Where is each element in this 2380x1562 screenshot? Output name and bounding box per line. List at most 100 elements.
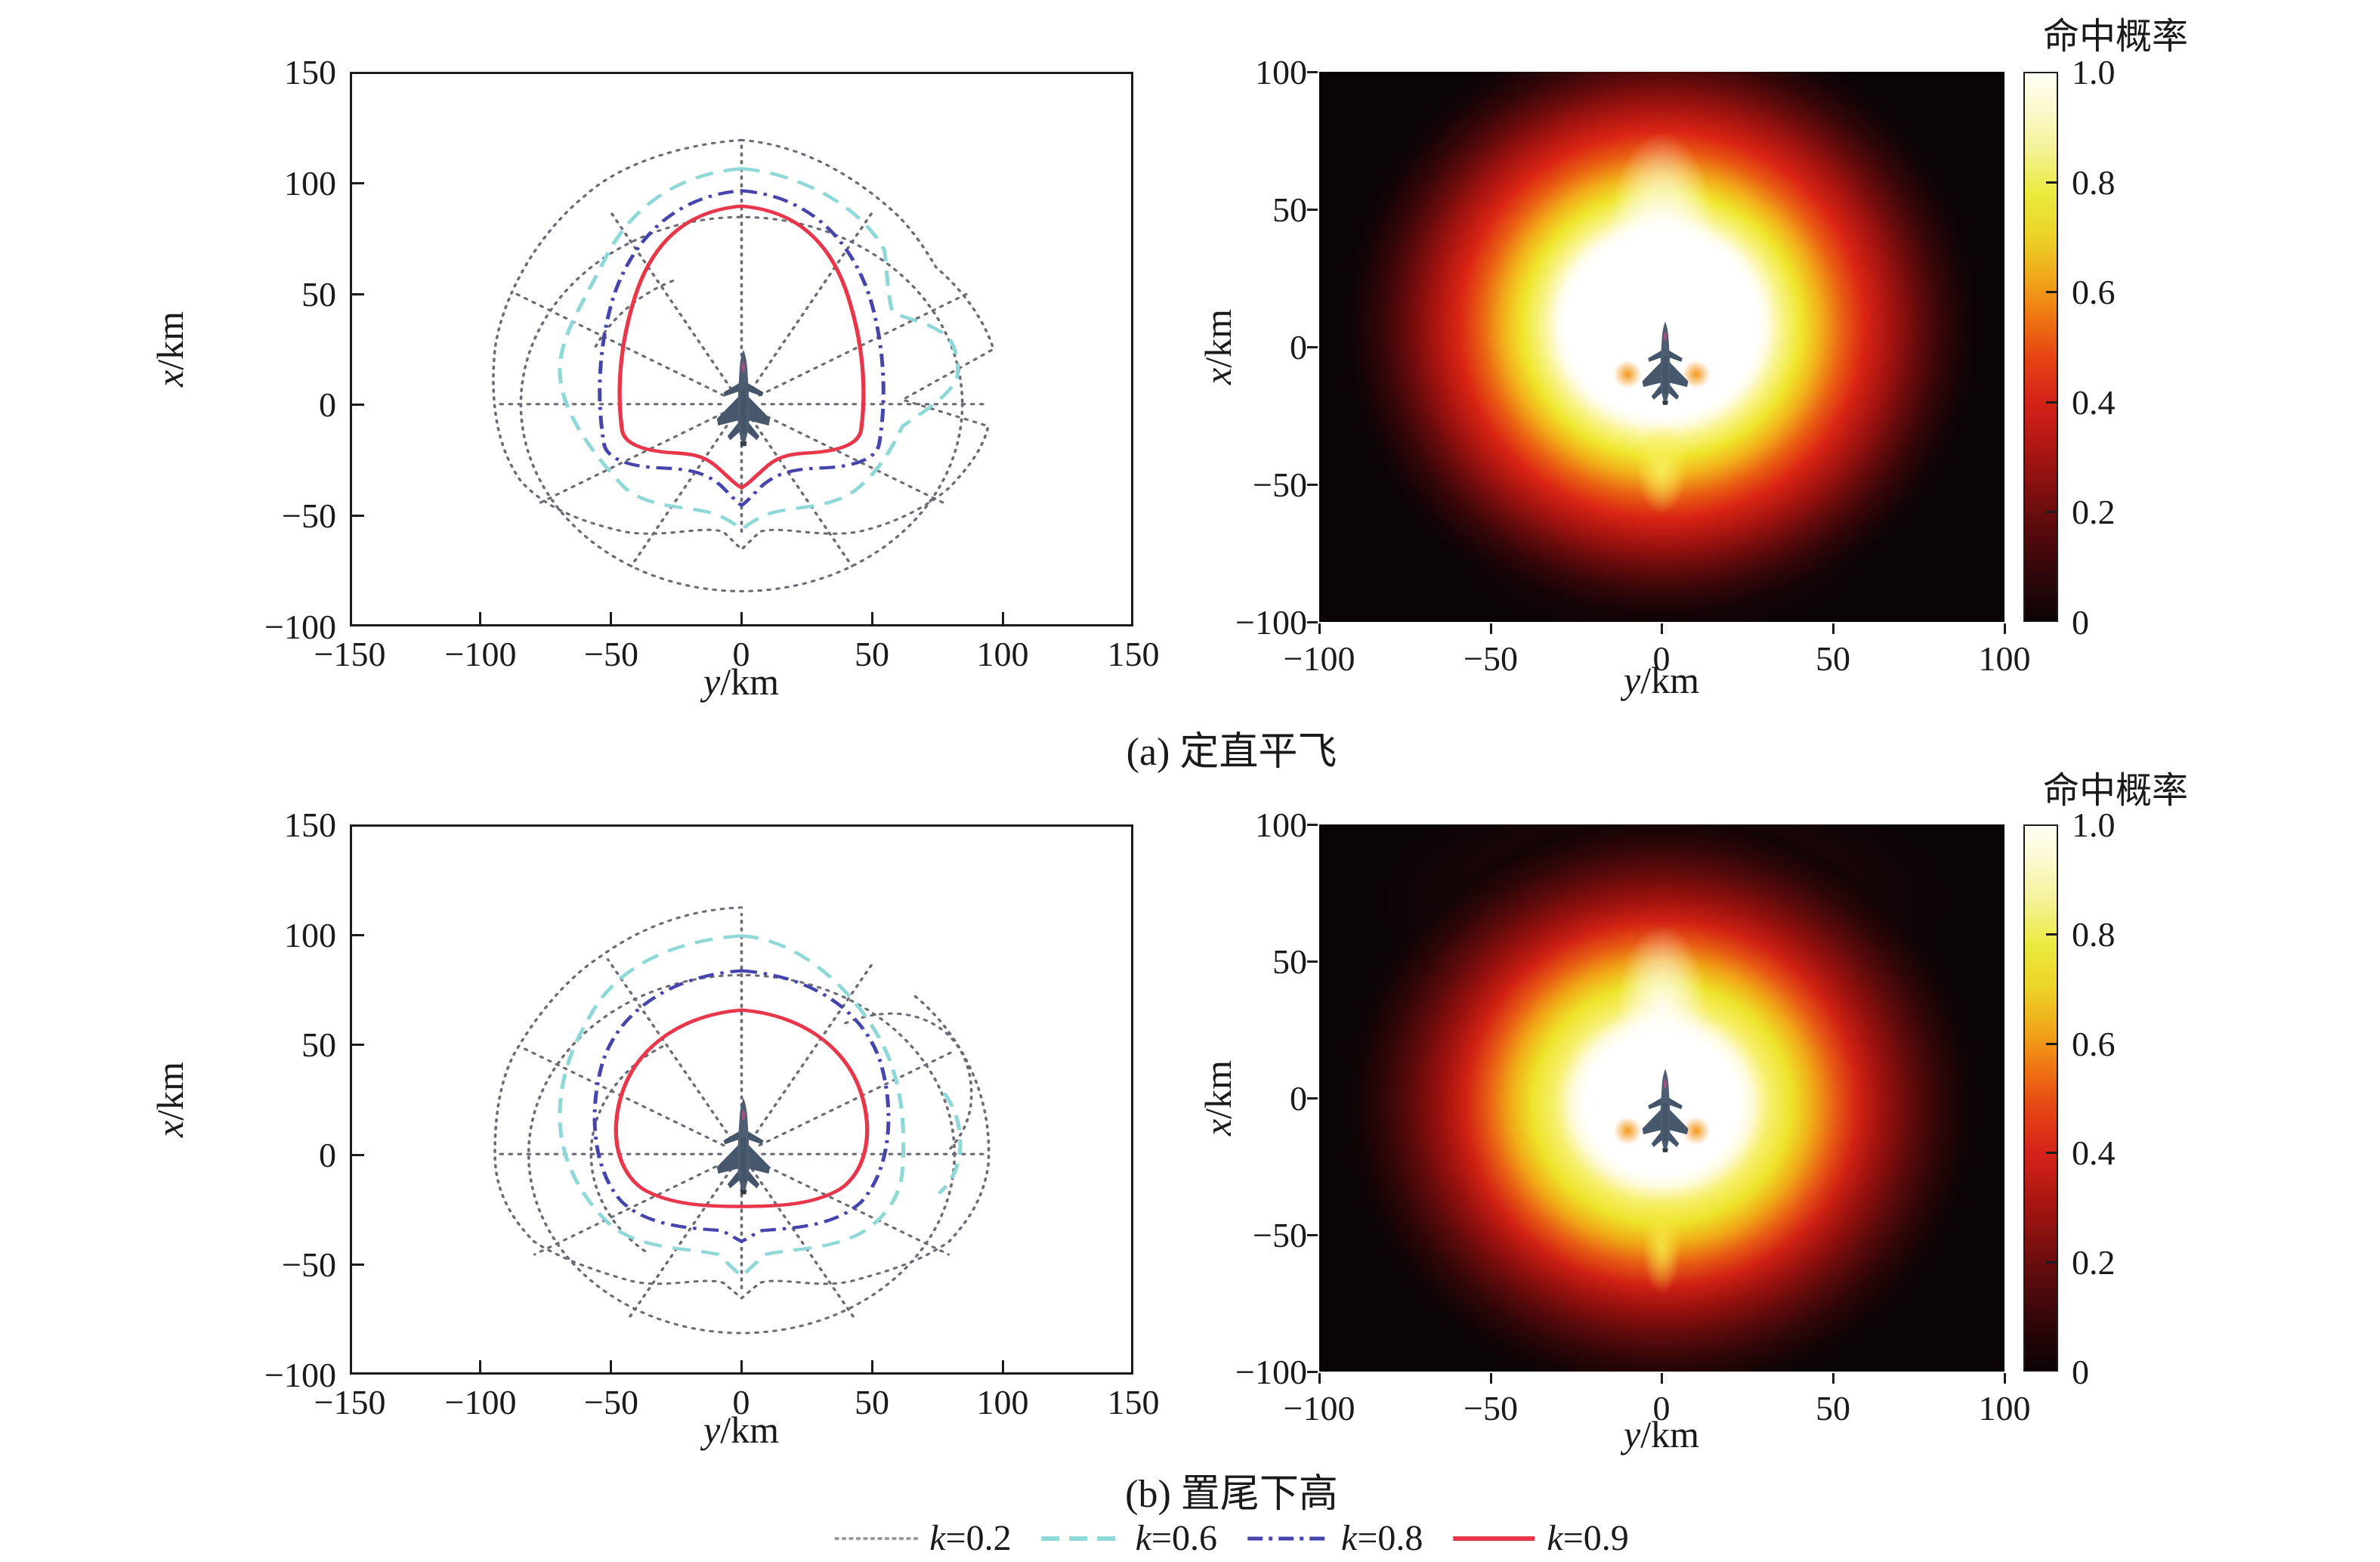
x-axis-label-heatmap-a: y/km (1624, 658, 1699, 702)
tick-label: 100 (1978, 1389, 2031, 1427)
contour-k08-a (598, 189, 886, 508)
tick-label: 50 (1816, 639, 1850, 678)
colorbar-b (2023, 824, 2058, 1372)
tick-mark (1307, 1097, 1318, 1100)
contour-k08-b (592, 969, 891, 1244)
x-axis-label-contour-b: y/km (703, 1408, 779, 1452)
tick-label: −50 (584, 1383, 638, 1421)
tick-mark (1307, 824, 1318, 826)
tick-label: 0.6 (2072, 273, 2116, 311)
axis-unit: /km (149, 311, 191, 370)
legend-value: =0.2 (945, 1518, 1012, 1558)
fighter-jet-top-view-icon (716, 349, 771, 447)
tick-mark (1832, 1373, 1834, 1384)
tick-mark (610, 612, 612, 624)
tick-label: −100 (264, 1356, 336, 1394)
contour-k09-b (614, 1008, 870, 1208)
tick-mark (1307, 1371, 1318, 1373)
tick-mark (479, 1360, 481, 1372)
dash-dot-line-sample-icon (1247, 1536, 1329, 1540)
legend-value: =0.6 (1151, 1518, 1217, 1558)
tick-label: 100 (1978, 639, 2031, 678)
heatmap-b (1319, 824, 2004, 1372)
caption-a: (a) 定直平飞 (1126, 731, 1337, 774)
legend-label: k=0.8 (1341, 1517, 1423, 1559)
axis-unit: /km (1197, 309, 1239, 368)
legend-var: k (1547, 1518, 1563, 1558)
tick-label: 150 (1107, 1383, 1160, 1421)
tick-mark (2046, 511, 2057, 513)
axis-var: y (1624, 659, 1641, 701)
axis-unit: /km (149, 1062, 191, 1121)
tick-mark (2046, 181, 2057, 184)
x-axis-label-contour-a: y/km (703, 660, 779, 704)
tick-label: 0.2 (2072, 493, 2116, 531)
tick-label: 150 (284, 53, 336, 91)
tick-label: 0.4 (2072, 383, 2116, 422)
tick-mark (479, 612, 481, 624)
legend-var: k (929, 1518, 946, 1558)
tick-mark (1832, 623, 1834, 634)
polar-grid-a (499, 143, 984, 592)
tick-mark (2046, 1261, 2057, 1264)
legend-label: k=0.6 (1136, 1517, 1217, 1559)
tick-label: −50 (1253, 466, 1307, 504)
axis-var: y (703, 1409, 721, 1451)
y-axis-label-contour-a: x/km (148, 311, 192, 387)
colorbar-title-b: 命中概率 (2042, 771, 2189, 811)
fighter-jet-top-view-icon (1642, 321, 1689, 405)
contour-k02-a (492, 138, 995, 552)
tick-label: −50 (1464, 639, 1518, 678)
tick-mark (1307, 621, 1318, 623)
tick-mark (1490, 1373, 1492, 1384)
dashed-line-sample-icon (1041, 1536, 1124, 1541)
tick-mark (1307, 71, 1318, 73)
legend-var: k (1135, 1518, 1151, 1558)
legend-value: =0.9 (1562, 1518, 1629, 1558)
axis-var: x (1197, 367, 1239, 385)
tick-label: 1.0 (2072, 806, 2116, 844)
tick-label: 50 (301, 275, 336, 314)
tick-mark (1002, 612, 1004, 624)
legend-item-k08: k=0.8 (1246, 1517, 1423, 1559)
tick-mark (2046, 933, 2057, 936)
tick-mark (740, 612, 743, 624)
tick-label: −100 (1235, 1353, 1307, 1391)
contour-canvas-b (493, 906, 991, 1335)
tick-label: 0 (1290, 1079, 1307, 1118)
colorbar-a (2023, 72, 2058, 622)
tick-mark (1490, 623, 1492, 634)
tick-label: −50 (282, 1245, 336, 1284)
tick-mark (2046, 401, 2057, 404)
x-axis-label-heatmap-b: y/km (1624, 1412, 1699, 1456)
axis-unit: /km (720, 660, 779, 703)
tick-mark (1307, 960, 1318, 963)
tick-mark (352, 934, 364, 936)
tick-mark (2004, 623, 2006, 634)
tick-label: 1.0 (2072, 53, 2116, 91)
tick-label: −100 (1283, 639, 1355, 678)
axis-var: y (1624, 1413, 1641, 1455)
tick-label: 0 (1652, 1389, 1671, 1427)
fighter-jet-top-view-icon (716, 1097, 771, 1195)
contour-k06-b (558, 934, 963, 1279)
legend: k=0.2 k=0.6 k=0.8 k=0.9 (834, 1517, 1629, 1559)
tick-mark (1002, 1360, 1004, 1372)
tick-mark (352, 293, 364, 295)
tick-label: 50 (1816, 1389, 1850, 1427)
tick-label: 0 (1290, 328, 1307, 367)
tick-mark (352, 182, 364, 184)
tick-label: −100 (1235, 603, 1307, 642)
tick-mark (352, 1154, 364, 1156)
tick-mark (1307, 1234, 1318, 1236)
tick-mark (871, 612, 873, 624)
tick-label: 0.2 (2072, 1243, 2116, 1282)
tick-mark (1307, 346, 1318, 348)
contour-k09-a (617, 204, 866, 490)
tick-mark (2004, 1373, 2006, 1384)
y-axis-label-heatmap-a: x/km (1196, 309, 1240, 385)
tick-mark (352, 1264, 364, 1266)
tick-label: 0 (2072, 603, 2089, 642)
tick-mark (2046, 1043, 2057, 1045)
tick-mark (1307, 209, 1318, 211)
